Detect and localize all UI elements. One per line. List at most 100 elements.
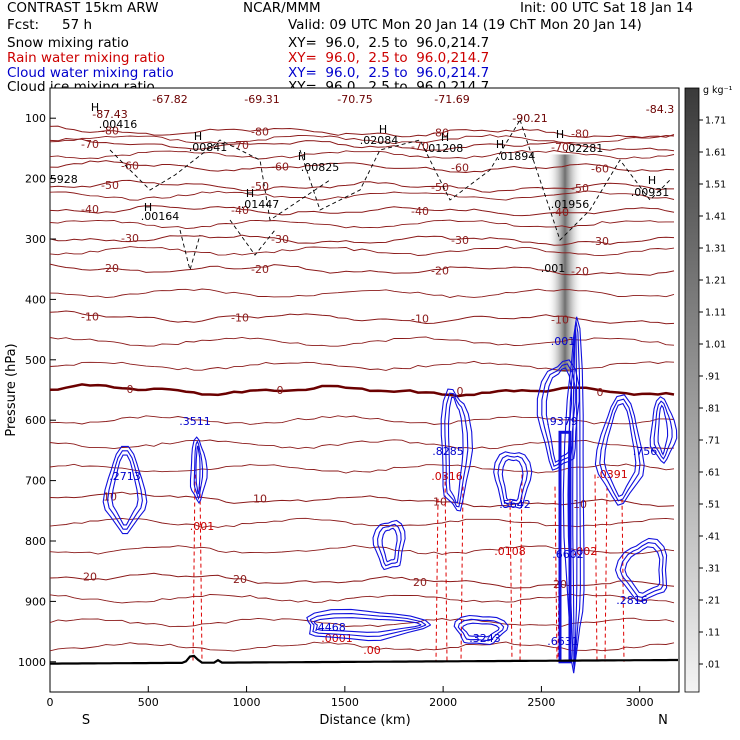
rain-water-contour	[460, 486, 464, 662]
temperature-contour	[50, 336, 675, 347]
y-tick-label: 300	[25, 233, 46, 246]
temperature-contour-label: -10	[81, 311, 99, 324]
colorbar-tick-label: .01	[705, 660, 720, 671]
temperature-contour	[50, 310, 675, 325]
cloud-water-contour	[453, 614, 509, 646]
cloud-ice-high-marker: H	[648, 174, 656, 187]
cloud-water-contour	[377, 523, 402, 567]
cloud-water-contour	[594, 394, 645, 506]
temperature-contour	[50, 205, 675, 217]
cloud-ice-high-marker: H	[556, 128, 564, 141]
temperature-contour-label: 10	[253, 493, 267, 506]
rain-water-contour	[444, 474, 448, 662]
cloud-water-max-label: .6631	[547, 635, 579, 648]
surface-pressure-line	[50, 654, 678, 665]
cloud-water-contour	[649, 396, 678, 464]
colorbar-tick-label: 1.21	[705, 276, 726, 287]
cloud-ice-high-marker: H	[246, 187, 254, 200]
temperature-contour-label: -20	[431, 264, 449, 277]
rain-water-label: .001	[190, 520, 215, 533]
temperature-contour-label: 10	[103, 490, 117, 503]
temperature-contour-label: -50	[101, 179, 119, 192]
temperature-contour	[50, 137, 675, 152]
x-tick-label: 2000	[429, 696, 457, 709]
temperature-contour-label: -40	[411, 205, 429, 218]
temperature-contour-label: -80	[251, 125, 269, 138]
cloud-ice-high-marker: H	[441, 131, 449, 144]
forecast-label: Fcst:	[7, 17, 40, 33]
cloud-water-core	[558, 430, 572, 664]
cloud-ice-max-label: .00416	[99, 118, 138, 131]
temperature-contour	[50, 245, 675, 257]
temperature-contour-label: -60	[271, 161, 289, 174]
cloud-ice-max-label: .00825	[301, 161, 340, 174]
cloud-water-contour	[657, 404, 669, 456]
x-tick-label: 3000	[626, 696, 654, 709]
cloud-ice-contour	[229, 219, 276, 256]
init-time: Init: 00 UTC Sat 18 Jan 14	[520, 0, 694, 16]
temperature-contour	[50, 360, 675, 372]
cloud-water-contour	[619, 542, 664, 598]
cloud-water-max-label: .9379	[546, 415, 578, 428]
colorbar-tick-label: 1.41	[705, 212, 726, 223]
cloud-water-contour	[111, 454, 139, 526]
y-tick-label: 200	[25, 173, 46, 186]
temperature-min-label: -70.75	[337, 93, 372, 106]
rain-water-label: .0001	[321, 632, 353, 645]
cloud-water-contour	[313, 617, 422, 633]
cloud-water-contour	[653, 400, 673, 460]
cloud-water-contour	[493, 451, 533, 509]
model-title: CONTRAST 15km ARW	[7, 0, 159, 16]
colorbar-tick-label: .81	[705, 404, 720, 415]
temperature-contour-label: 20	[83, 571, 97, 584]
cloud-water-contour	[107, 450, 143, 530]
cloud-ice-max-label: .001	[541, 262, 566, 275]
temperature-contour	[50, 150, 675, 160]
temperature-contour-label: -70	[81, 138, 99, 151]
temperature-contour	[50, 219, 674, 230]
colorbar-tick-label: .51	[705, 500, 720, 511]
colorbar-tick-label: .41	[705, 532, 720, 543]
temperature-contour	[50, 288, 675, 299]
temperature-contour	[50, 179, 674, 193]
temperature-contour	[50, 383, 675, 398]
temperature-min-label: -67.82	[152, 93, 187, 106]
cloud-water-max-label: .8285	[432, 445, 464, 458]
cloud-water-max-label: .2713	[109, 470, 141, 483]
cloud-ice-max-label: .00164	[141, 210, 180, 223]
cloud-water-contour	[572, 325, 578, 665]
cloud-water-contour	[567, 321, 581, 669]
x-tick-label: 1500	[331, 696, 359, 709]
rain-water-contour	[509, 498, 513, 662]
temperature-contour	[50, 234, 675, 246]
temperature-contour-label: -60	[121, 160, 139, 173]
temperature-contour-label: -30	[591, 235, 609, 248]
temperature-contour-label: -70	[231, 139, 249, 152]
temperature-contour-label: -10	[411, 313, 429, 326]
temperature-min-label: -71.69	[434, 93, 469, 106]
cloud-water-max-label: .6602	[552, 548, 584, 561]
y-tick-label: 500	[25, 354, 46, 367]
cloud-water-contour	[372, 519, 406, 571]
colorbar-tick-label: 1.11	[705, 308, 726, 319]
colorbar-tick-label: 1.51	[705, 180, 726, 191]
colorbar-tick-label: .11	[705, 628, 720, 639]
temperature-contour	[50, 263, 675, 276]
x-tick-label: 1000	[233, 696, 261, 709]
cloud-ice-high-marker: H	[298, 150, 306, 163]
temperature-min-label: -84.3	[646, 103, 674, 116]
y-tick-label: 900	[25, 595, 46, 608]
y-tick-label: 700	[25, 475, 46, 488]
cloud-water-contour	[457, 618, 505, 642]
rain-water-contour	[199, 486, 203, 662]
rain-water-contour	[554, 486, 558, 662]
colorbar-tick-label: .91	[705, 372, 720, 383]
temperature-contour-label: -10	[231, 312, 249, 325]
cloud-ice-contour	[519, 119, 671, 241]
temperature-contour	[50, 134, 675, 145]
cloud-water-contour	[102, 445, 148, 535]
temperature-contour-label: 0	[457, 385, 464, 398]
cloud-water-max-label: .756	[633, 445, 658, 458]
